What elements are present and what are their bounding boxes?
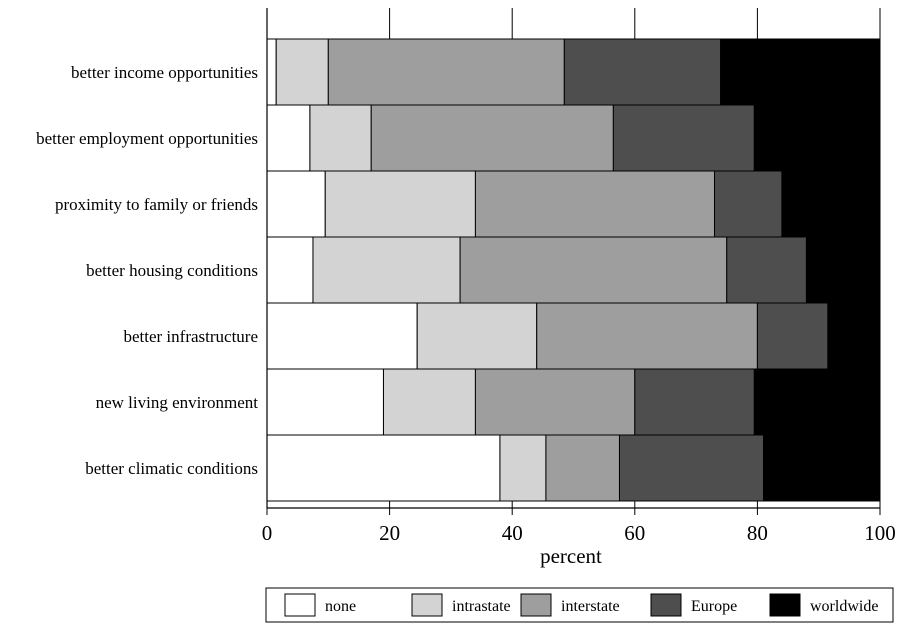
bar-segment-worldwide <box>753 104 881 172</box>
bar-segment-europe <box>726 236 807 304</box>
legend-label-intrastate: intrastate <box>452 598 511 615</box>
bar-segment-worldwide <box>805 236 881 304</box>
bar-segment-none <box>266 368 384 436</box>
bar-segment-interstate <box>370 104 614 172</box>
bar-segment-worldwide <box>763 434 881 502</box>
x-tick-label: 0 <box>262 521 273 545</box>
legend-swatch-worldwide <box>769 593 801 617</box>
bar-segment-worldwide <box>753 368 881 436</box>
bar-segment-intrastate <box>312 236 461 304</box>
bar-segment-intrastate <box>499 434 547 502</box>
bar-segment-none <box>266 38 277 106</box>
x-tick-label: 40 <box>502 521 523 545</box>
x-tick-label: 60 <box>624 521 645 545</box>
bar-segment-intrastate <box>324 170 476 238</box>
bar-segment-interstate <box>459 236 728 304</box>
axes <box>266 8 881 515</box>
bar-segment-interstate <box>536 302 758 370</box>
bar-segment-worldwide <box>781 170 881 238</box>
legend-label-interstate: interstate <box>561 598 620 615</box>
x-tick-label: 20 <box>379 521 400 545</box>
bar-segment-europe <box>563 38 722 106</box>
bar-segment-intrastate <box>275 38 329 106</box>
bar-segment-interstate <box>474 170 715 238</box>
legend: none intrastate interstate Europe worldwide <box>265 587 894 623</box>
legend-swatch-europe <box>650 593 682 617</box>
category-label: proximity to family or friends <box>55 195 258 214</box>
category-labels: better income opportunities better employ… <box>36 63 258 478</box>
legend-label-europe: Europe <box>691 598 737 615</box>
x-axis-title: percent <box>540 544 602 568</box>
category-label: better employment opportunities <box>36 129 258 148</box>
bar-segment-intrastate <box>309 104 372 172</box>
bar-segment-interstate <box>327 38 565 106</box>
bar-segment-europe <box>618 434 765 502</box>
category-label: better housing conditions <box>86 261 258 280</box>
bar-segment-intrastate <box>416 302 538 370</box>
bar-segment-europe <box>634 368 755 436</box>
bar-segment-none <box>266 104 311 172</box>
bar-segment-europe <box>713 170 783 238</box>
x-tick-label: 80 <box>747 521 768 545</box>
x-tick-labels: 0 20 40 60 80 100 <box>262 521 896 545</box>
bar-segment-europe <box>756 302 829 370</box>
bar-segment-worldwide <box>720 38 881 106</box>
bar-segment-worldwide <box>827 302 881 370</box>
category-label: better climatic conditions <box>85 459 258 478</box>
legend-label-worldwide: worldwide <box>810 598 878 615</box>
bar-segment-interstate <box>474 368 636 436</box>
legend-swatch-none <box>284 593 316 617</box>
legend-label-none: none <box>325 598 356 615</box>
legend-swatch-intrastate <box>411 593 443 617</box>
category-label: better infrastructure <box>123 327 258 346</box>
legend-swatch-interstate <box>520 593 552 617</box>
category-label: better income opportunities <box>71 63 258 82</box>
bar-segment-none <box>266 434 501 502</box>
bar-segment-none <box>266 170 326 238</box>
category-label: new living environment <box>96 393 259 412</box>
bar-segment-none <box>266 302 418 370</box>
bar-segment-intrastate <box>382 368 476 436</box>
x-tick-label: 100 <box>864 521 896 545</box>
bars <box>266 38 881 502</box>
bar-segment-europe <box>612 104 755 172</box>
bar-segment-none <box>266 236 314 304</box>
bar-segment-interstate <box>545 434 620 502</box>
